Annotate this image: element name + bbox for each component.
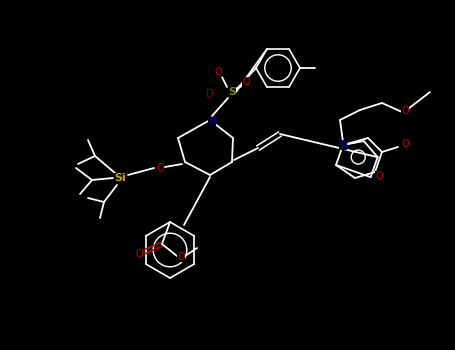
Text: O: O xyxy=(401,106,409,116)
Text: O: O xyxy=(135,249,143,259)
Text: O: O xyxy=(375,171,383,181)
Text: O: O xyxy=(177,252,185,262)
Text: O: O xyxy=(156,163,164,173)
Text: D: D xyxy=(206,89,214,99)
Text: N: N xyxy=(339,140,347,150)
Text: O: O xyxy=(401,139,409,149)
Text: O: O xyxy=(242,77,250,87)
Text: S: S xyxy=(228,87,236,97)
Text: Si: Si xyxy=(114,173,126,183)
Text: N: N xyxy=(208,117,216,127)
Text: O: O xyxy=(214,67,222,77)
